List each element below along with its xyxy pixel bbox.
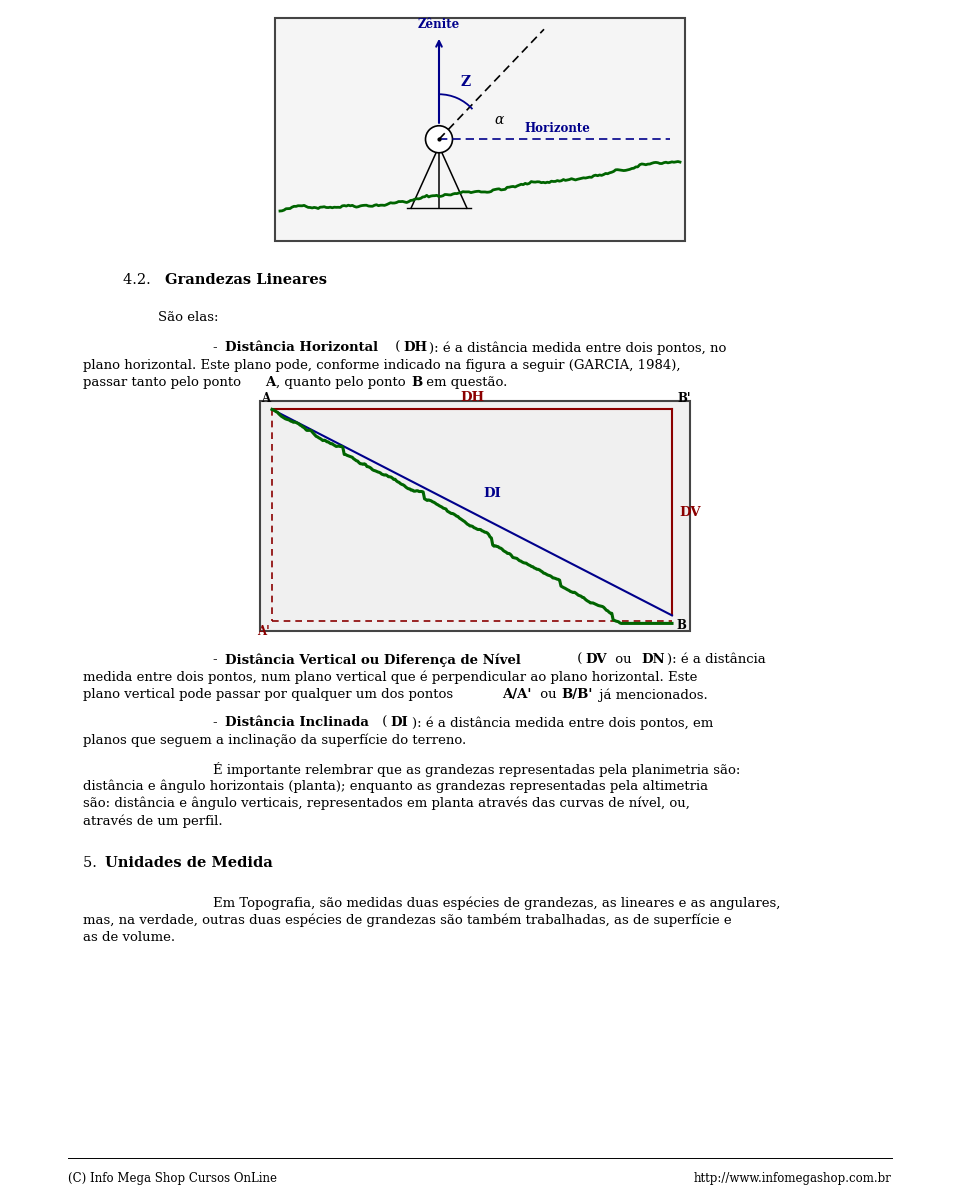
- Text: (C) Info Mega Shop Cursos OnLine: (C) Info Mega Shop Cursos OnLine: [68, 1172, 277, 1185]
- Text: , quanto pelo ponto: , quanto pelo ponto: [276, 376, 410, 389]
- Text: A: A: [265, 376, 276, 389]
- Text: -: -: [213, 716, 222, 730]
- Text: (: (: [573, 653, 583, 666]
- Bar: [260, 401, 690, 631]
- Text: ): é a distância: ): é a distância: [667, 653, 766, 666]
- Text: ): é a distância medida entre dois pontos, em: ): é a distância medida entre dois ponto…: [412, 716, 713, 730]
- Text: as de volume.: as de volume.: [83, 930, 175, 944]
- Text: passar tanto pelo ponto: passar tanto pelo ponto: [83, 376, 245, 389]
- Text: DI: DI: [483, 488, 501, 500]
- Text: São elas:: São elas:: [158, 311, 219, 324]
- Text: já mencionados.: já mencionados.: [595, 688, 708, 702]
- Text: B': B': [677, 392, 690, 405]
- Text: α: α: [494, 114, 503, 127]
- Text: Zênite: Zênite: [418, 18, 460, 31]
- Text: B: B: [676, 620, 685, 633]
- Text: ou: ou: [536, 688, 561, 701]
- Text: 5.: 5.: [83, 856, 102, 869]
- Text: A: A: [261, 392, 270, 405]
- Text: (: (: [378, 716, 388, 730]
- Text: DH: DH: [460, 391, 484, 404]
- Text: Em Topografia, são medidas duas espécies de grandezas, as lineares e as angulare: Em Topografia, são medidas duas espécies…: [213, 896, 780, 909]
- Text: Distância Horizontal: Distância Horizontal: [225, 341, 378, 354]
- Circle shape: [425, 126, 452, 153]
- Text: Distância Inclinada: Distância Inclinada: [225, 716, 369, 730]
- Bar: [275, 18, 685, 242]
- Text: B: B: [411, 376, 422, 389]
- Text: medida entre dois pontos, num plano vertical que é perpendicular ao plano horizo: medida entre dois pontos, num plano vert…: [83, 671, 697, 684]
- Text: plano horizontal. Este plano pode, conforme indicado na figura a seguir (GARCIA,: plano horizontal. Este plano pode, confo…: [83, 359, 681, 372]
- Text: em questão.: em questão.: [422, 376, 508, 389]
- Text: Horizonte: Horizonte: [524, 122, 589, 135]
- Text: DH: DH: [403, 341, 427, 354]
- Text: ou: ou: [611, 653, 636, 666]
- Text: http://www.infomegashop.com.br: http://www.infomegashop.com.br: [694, 1172, 892, 1185]
- Text: através de um perfil.: através de um perfil.: [83, 814, 223, 828]
- Text: Distância Vertical ou Diferença de Nível: Distância Vertical ou Diferença de Nível: [225, 653, 521, 666]
- Text: DN: DN: [641, 653, 664, 666]
- Text: (: (: [391, 341, 400, 354]
- Text: -: -: [213, 341, 222, 354]
- Text: Unidades de Medida: Unidades de Medida: [105, 856, 273, 869]
- Text: Z: Z: [461, 75, 471, 90]
- Text: DI: DI: [390, 716, 408, 730]
- Text: -: -: [213, 653, 222, 666]
- Text: B/B': B/B': [561, 688, 592, 701]
- Text: É importante relembrar que as grandezas representadas pela planimetria são:: É importante relembrar que as grandezas …: [213, 762, 740, 776]
- Text: planos que seguem a inclinação da superfície do terreno.: planos que seguem a inclinação da superf…: [83, 733, 467, 748]
- Text: são: distância e ângulo verticais, representados em planta através das curvas de: são: distância e ângulo verticais, repre…: [83, 797, 690, 810]
- Text: plano vertical pode passar por qualquer um dos pontos: plano vertical pode passar por qualquer …: [83, 688, 457, 701]
- Text: mas, na verdade, outras duas espécies de grandezas são também trabalhadas, as de: mas, na verdade, outras duas espécies de…: [83, 914, 732, 927]
- Text: Grandezas Lineares: Grandezas Lineares: [165, 273, 327, 287]
- Text: distância e ângulo horizontais (planta); enquanto as grandezas representadas pel: distância e ângulo horizontais (planta);…: [83, 779, 708, 793]
- Text: 4.2.: 4.2.: [123, 273, 156, 287]
- Text: ): é a distância medida entre dois pontos, no: ): é a distância medida entre dois ponto…: [429, 341, 727, 354]
- Text: A': A': [257, 626, 270, 639]
- Text: DV: DV: [585, 653, 607, 666]
- Text: DV: DV: [679, 506, 701, 519]
- Text: A/A': A/A': [502, 688, 532, 701]
